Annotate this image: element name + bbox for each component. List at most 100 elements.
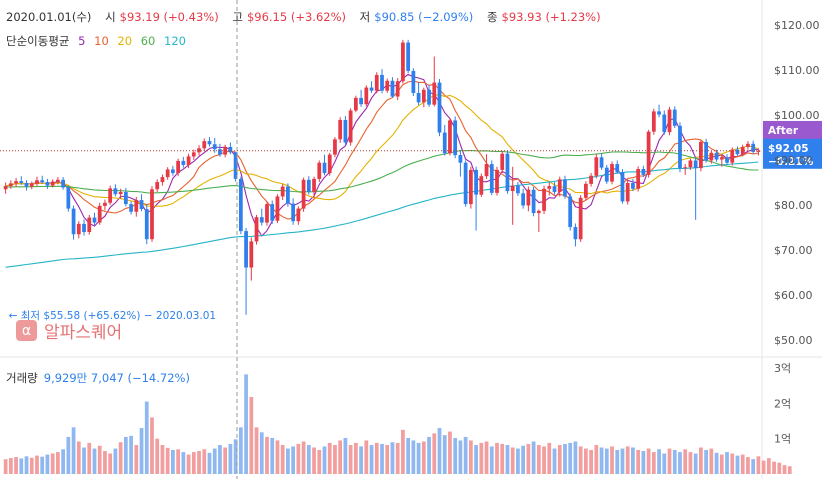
candle-body	[437, 82, 442, 133]
candle-body	[531, 189, 536, 214]
candle-body	[573, 227, 578, 240]
candle-body	[563, 179, 567, 197]
volume-bar	[672, 449, 677, 474]
candle-body	[306, 179, 311, 192]
volume-bar	[542, 446, 546, 474]
ma-legend[interactable]: 단순이동평균 5 10 20 60 120	[6, 33, 191, 49]
candle-body	[14, 181, 18, 184]
candle-body	[604, 167, 609, 182]
volume-bar	[536, 445, 541, 474]
candle-body	[641, 169, 646, 175]
volume-bar	[489, 446, 494, 474]
candle-body	[270, 204, 275, 221]
candle-body	[118, 191, 123, 195]
candle-body	[71, 208, 76, 235]
volume-bar	[390, 442, 395, 474]
volume-bar	[510, 447, 515, 474]
volume-bar	[411, 440, 416, 474]
volume-bar	[693, 453, 698, 474]
candle-body	[521, 193, 526, 206]
header-date: 2020.01.01(수)	[6, 10, 92, 24]
current-price: $92.05	[768, 143, 809, 155]
volume-bar	[505, 445, 510, 474]
volume-bar	[327, 442, 332, 474]
candle-body	[108, 188, 113, 203]
candle-body	[479, 176, 484, 195]
volume-bar	[740, 454, 745, 474]
candle-body	[463, 162, 468, 205]
volume-bar	[66, 436, 71, 474]
volume-bar	[432, 433, 437, 474]
candle-body	[583, 183, 588, 198]
ohlc-header: 2020.01.01(수) 시 $93.19 (+0.43%) 고 $96.15 (…	[6, 9, 605, 25]
volume-bar	[631, 447, 635, 474]
volume-bar	[228, 443, 233, 474]
volume-tick-label: 3억	[774, 362, 791, 375]
ma-10-label[interactable]: 10	[94, 34, 109, 48]
volume-bar	[123, 436, 128, 474]
volume-tick-label: 1억	[774, 433, 791, 446]
volume-bar	[709, 448, 714, 474]
volume-bar	[19, 458, 24, 474]
ma-120-label[interactable]: 120	[164, 34, 186, 48]
volume-bar	[24, 456, 29, 474]
volume-bar	[620, 448, 625, 474]
candle-body	[662, 114, 667, 133]
volume-bar	[374, 442, 379, 474]
ma-60-label[interactable]: 60	[140, 34, 156, 48]
volume-bar	[526, 443, 531, 474]
candle-body	[207, 141, 212, 145]
volume-bar	[212, 448, 217, 474]
volume-bar	[87, 442, 92, 474]
volume-bar	[688, 452, 693, 474]
volume-bar	[678, 452, 682, 474]
candle-body	[693, 160, 698, 169]
candle-body	[40, 180, 45, 183]
candle-body	[144, 209, 149, 240]
candle-body	[740, 146, 745, 155]
ma-5-label[interactable]: 5	[78, 34, 86, 48]
volume-bar	[14, 457, 18, 474]
volume-bar	[516, 448, 520, 474]
volume-bar	[286, 448, 290, 474]
volume-value: 9,929만 7,047 (−14.72%)	[43, 371, 190, 385]
candle-body	[165, 169, 170, 178]
candle-body	[719, 157, 724, 160]
candle-body	[123, 191, 128, 205]
volume-bar	[453, 437, 458, 474]
candle-body	[427, 89, 431, 105]
candle-body	[699, 142, 703, 169]
candle-body	[448, 120, 452, 154]
volume-bar	[312, 447, 316, 474]
candle-body	[683, 167, 688, 169]
volume-bar	[421, 441, 426, 474]
ma-legend-title: 단순이동평균	[6, 34, 70, 48]
candle-body	[286, 186, 290, 204]
volume-bar	[782, 465, 787, 474]
candle-body	[186, 156, 191, 165]
low-value: $90.85 (−2.09%)	[374, 10, 474, 24]
candle-body	[610, 164, 614, 182]
candle-body	[458, 155, 463, 163]
candle-body	[401, 42, 405, 82]
volume-header: 거래량 9,929만 7,047 (−14.72%)	[6, 370, 190, 386]
candle-body	[265, 204, 269, 223]
volume-bar	[646, 448, 651, 474]
candle-body	[348, 110, 353, 143]
candle-body	[82, 223, 86, 232]
volume-bar	[725, 452, 729, 474]
close-value: $93.93 (+1.23%)	[501, 10, 601, 24]
ma-20-label[interactable]: 20	[117, 34, 133, 48]
candle-body	[589, 175, 593, 184]
high-label: 고	[232, 10, 243, 24]
price-tick-label: $70.00	[774, 244, 813, 257]
price-tick-label: $110.00	[774, 64, 820, 77]
volume-tick-label: 2억	[774, 397, 791, 410]
volume-bar	[583, 448, 588, 474]
moving-average-lines	[5, 73, 759, 268]
candle-body	[327, 154, 332, 174]
volume-bar	[280, 445, 285, 474]
volume-bar	[442, 435, 447, 474]
volume-bar	[76, 441, 81, 474]
